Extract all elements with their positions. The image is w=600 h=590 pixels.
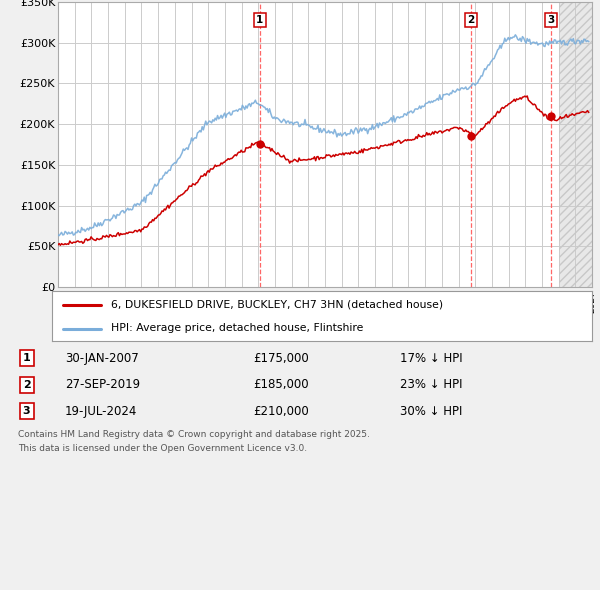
- Text: 19-JUL-2024: 19-JUL-2024: [65, 405, 137, 418]
- Text: 6, DUKESFIELD DRIVE, BUCKLEY, CH7 3HN (detached house): 6, DUKESFIELD DRIVE, BUCKLEY, CH7 3HN (d…: [112, 300, 443, 310]
- Text: Contains HM Land Registry data © Crown copyright and database right 2025.
This d: Contains HM Land Registry data © Crown c…: [18, 430, 370, 453]
- Text: HPI: Average price, detached house, Flintshire: HPI: Average price, detached house, Flin…: [112, 323, 364, 333]
- Text: £175,000: £175,000: [253, 352, 309, 365]
- Text: 2: 2: [23, 380, 31, 390]
- Text: 3: 3: [23, 407, 31, 417]
- Bar: [559, 2, 592, 287]
- Text: 30% ↓ HPI: 30% ↓ HPI: [400, 405, 463, 418]
- Text: 1: 1: [256, 15, 263, 25]
- Text: 17% ↓ HPI: 17% ↓ HPI: [400, 352, 463, 365]
- Text: £185,000: £185,000: [253, 378, 308, 391]
- Text: 27-SEP-2019: 27-SEP-2019: [65, 378, 140, 391]
- Text: 1: 1: [23, 353, 31, 363]
- Text: 3: 3: [547, 15, 554, 25]
- Text: 23% ↓ HPI: 23% ↓ HPI: [400, 378, 463, 391]
- Text: 2: 2: [467, 15, 475, 25]
- Text: 30-JAN-2007: 30-JAN-2007: [65, 352, 139, 365]
- Bar: [559, 2, 592, 287]
- Text: £210,000: £210,000: [253, 405, 309, 418]
